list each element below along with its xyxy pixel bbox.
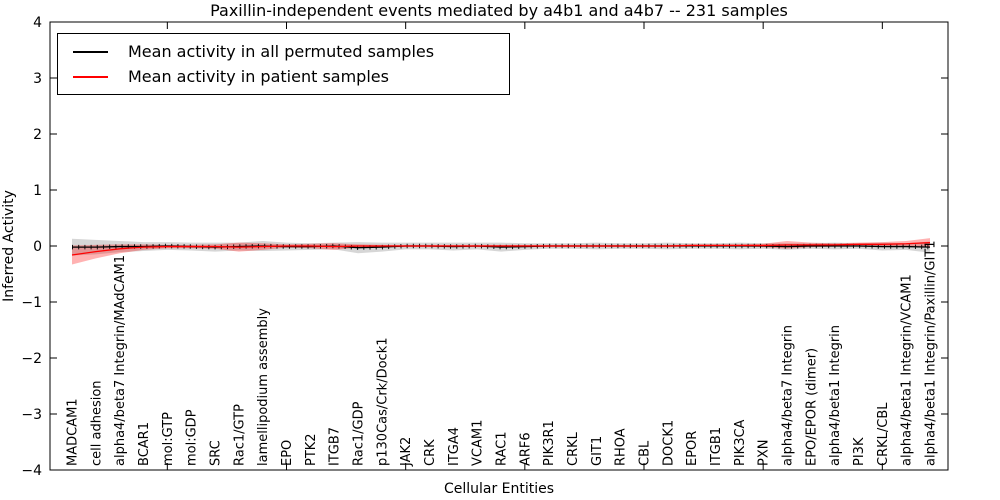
y-tick-label: 4	[33, 15, 42, 31]
x-axis-label: Cellular Entities	[444, 481, 554, 497]
y-tick-label: −1	[21, 295, 42, 311]
x-category-label: GIT1	[590, 436, 605, 466]
x-category-label: ARF6	[518, 432, 533, 466]
x-category-label: SRC	[209, 440, 224, 466]
y-axis-label: Inferred Activity	[1, 190, 17, 302]
legend-entry-permuted: Mean activity in all permuted samples	[58, 42, 509, 61]
x-category-label: alpha4/beta1 Integrin/Paxillin/GIT1	[924, 240, 939, 466]
x-category-label: cell adhesion	[89, 380, 104, 466]
x-category-label: CRKL/CBL	[876, 402, 891, 466]
x-category-label: mol:GTP	[161, 412, 176, 466]
x-category-label: EPO	[280, 440, 295, 466]
x-category-label: EPOR	[685, 431, 700, 466]
patient-line-swatch-icon	[73, 75, 108, 78]
x-category-label: RAC1	[495, 431, 510, 466]
legend: Mean activity in all permuted samples Me…	[57, 33, 510, 95]
x-category-label: lamellipodium assembly	[256, 308, 271, 466]
x-category-label: ITGB1	[709, 427, 724, 466]
y-tick-label: −4	[21, 463, 42, 479]
x-category-label: PI3K	[852, 437, 867, 466]
x-category-label: BCAR1	[137, 422, 152, 466]
x-category-label: PIK3R1	[542, 420, 557, 466]
x-category-label: CBL	[638, 440, 653, 466]
x-category-label: VCAM1	[471, 420, 486, 466]
x-category-label: CRKL	[566, 431, 581, 466]
patient-band	[72, 238, 930, 265]
x-category-label: CRK	[423, 439, 438, 466]
x-category-label: ITGA4	[447, 427, 462, 466]
y-tick-label: −2	[21, 351, 42, 367]
x-category-label: JAK2	[399, 437, 414, 467]
x-category-label: alpha4/beta7 Integrin	[781, 325, 796, 466]
x-category-label: Rac1/GTP	[232, 404, 247, 466]
x-category-label: alpha4/beta1 Integrin/VCAM1	[900, 274, 915, 466]
x-category-label: PIK3CA	[733, 419, 748, 466]
y-tick-label: 3	[33, 71, 42, 87]
chart-title: Paxillin-independent events mediated by …	[210, 1, 788, 20]
x-category-label: Rac1/GDP	[352, 401, 367, 466]
x-category-label: mol:GDP	[185, 409, 200, 466]
legend-entry-patient: Mean activity in patient samples	[58, 67, 509, 86]
x-category-label: RHOA	[614, 428, 629, 466]
x-category-label: p130Cas/Crk/Dock1	[375, 337, 390, 466]
permuted-line-swatch-icon	[73, 50, 108, 53]
x-category-label: alpha4/beta1 Integrin	[828, 325, 843, 466]
x-category-label: EPO/EPOR (dimer)	[804, 348, 819, 466]
legend-label-permuted: Mean activity in all permuted samples	[128, 42, 435, 61]
x-category-label: PTK2	[304, 433, 319, 466]
y-tick-label: 2	[33, 127, 42, 143]
y-tick-label: −3	[21, 407, 42, 423]
patient-mean-line	[71, 241, 931, 256]
chart-layer: 4 3 2 1 0 −1 −2 −3 −4 MADCAM1 cell adhesion alpha4/…	[21, 15, 949, 479]
y-tick-label: 1	[33, 183, 42, 199]
x-category-label: alpha4/beta7 Integrin/MAdCAM1	[113, 255, 128, 466]
x-category-label: DOCK1	[661, 420, 676, 466]
y-tick-label: 0	[33, 239, 42, 255]
x-category-label: MADCAM1	[66, 398, 81, 466]
x-category-label: PXN	[757, 440, 772, 466]
legend-label-patient: Mean activity in patient samples	[128, 67, 389, 86]
x-category-label: ITGB7	[328, 427, 343, 466]
